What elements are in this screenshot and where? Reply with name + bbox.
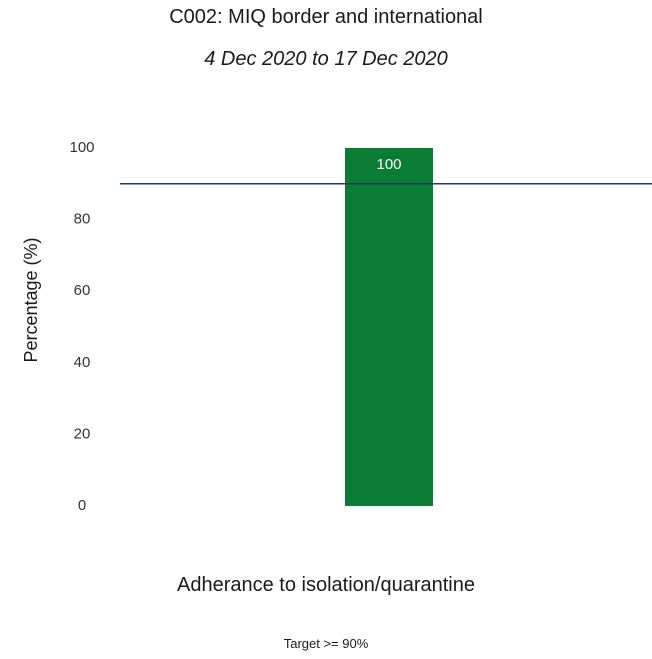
chart-title: C002: MIQ border and international xyxy=(169,6,483,28)
y-tick-label: 20 xyxy=(74,425,91,442)
y-axis-label: Percentage (%) xyxy=(21,237,41,362)
target-note: Target >= 90% xyxy=(283,636,369,651)
y-tick-label: 0 xyxy=(78,497,86,514)
y-tick-label: 60 xyxy=(74,282,91,299)
y-tick-label: 80 xyxy=(74,211,91,228)
y-tick-label: 100 xyxy=(69,139,94,156)
x-category-label: Adherance to isolation/quarantine xyxy=(177,574,475,596)
chart-subtitle: 4 Dec 2020 to 17 Dec 2020 xyxy=(204,48,448,70)
bar xyxy=(345,148,433,506)
y-tick-label: 40 xyxy=(74,354,91,371)
bar-data-label: 100 xyxy=(376,156,401,173)
